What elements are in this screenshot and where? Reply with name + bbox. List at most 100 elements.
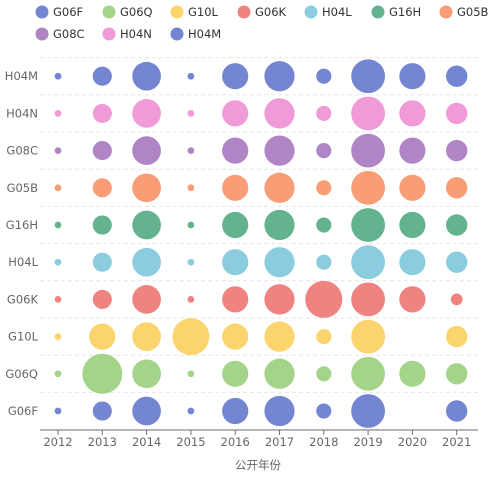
bubble[interactable] xyxy=(132,99,161,128)
bubble[interactable] xyxy=(316,403,332,419)
bubble[interactable] xyxy=(92,289,112,309)
bubble[interactable] xyxy=(187,221,195,229)
bubble[interactable] xyxy=(132,173,161,203)
bubble[interactable] xyxy=(351,394,386,428)
bubble[interactable] xyxy=(187,407,195,415)
bubble[interactable] xyxy=(187,184,195,192)
bubble[interactable] xyxy=(399,360,426,387)
bubble[interactable] xyxy=(222,63,249,90)
bubble[interactable] xyxy=(89,323,116,350)
bubble[interactable] xyxy=(222,397,249,425)
bubble[interactable] xyxy=(264,395,295,427)
bubble[interactable] xyxy=(351,59,386,94)
bubble[interactable] xyxy=(92,252,112,272)
bubble[interactable] xyxy=(54,407,62,415)
bubble[interactable] xyxy=(92,215,112,235)
legend-item[interactable]: G06F xyxy=(35,5,84,19)
bubble[interactable] xyxy=(264,98,295,129)
bubble[interactable] xyxy=(132,396,161,426)
bubble[interactable] xyxy=(187,296,195,303)
bubble[interactable] xyxy=(446,214,468,236)
bubble[interactable] xyxy=(264,209,295,241)
bubble[interactable] xyxy=(92,401,112,421)
bubble[interactable] xyxy=(351,133,386,168)
legend-item[interactable]: H04L xyxy=(304,5,353,19)
legend-item[interactable]: G06Q xyxy=(102,5,153,19)
legend-item[interactable]: G08C xyxy=(35,27,85,41)
bubble[interactable] xyxy=(316,329,332,345)
bubble[interactable] xyxy=(351,245,386,280)
bubble[interactable] xyxy=(351,96,386,131)
bubble[interactable] xyxy=(222,360,249,387)
bubble[interactable] xyxy=(264,247,295,278)
bubble[interactable] xyxy=(187,258,195,266)
bubble[interactable] xyxy=(92,103,112,123)
bubble[interactable] xyxy=(399,137,426,164)
bubble[interactable] xyxy=(132,136,161,165)
bubble[interactable] xyxy=(187,370,195,378)
bubble[interactable] xyxy=(222,174,249,201)
bubble[interactable] xyxy=(264,135,295,166)
bubble[interactable] xyxy=(316,143,332,159)
bubble[interactable] xyxy=(82,353,123,394)
bubble[interactable] xyxy=(54,110,62,117)
bubble[interactable] xyxy=(187,72,195,80)
bubble[interactable] xyxy=(351,282,386,317)
bubble[interactable] xyxy=(351,319,386,354)
bubble[interactable] xyxy=(222,211,249,239)
bubble[interactable] xyxy=(446,400,468,422)
bubble[interactable] xyxy=(316,366,332,382)
bubble[interactable] xyxy=(316,217,332,233)
bubble[interactable] xyxy=(54,221,62,229)
bubble[interactable] xyxy=(132,210,161,240)
bubble[interactable] xyxy=(316,180,332,196)
bubble[interactable] xyxy=(316,68,332,84)
bubble[interactable] xyxy=(54,258,62,266)
bubble[interactable] xyxy=(54,72,62,80)
bubble[interactable] xyxy=(399,174,426,201)
bubble[interactable] xyxy=(446,177,468,199)
bubble[interactable] xyxy=(351,356,386,391)
bubble[interactable] xyxy=(222,286,249,313)
legend-item[interactable]: H04M xyxy=(170,27,222,41)
bubble[interactable] xyxy=(132,285,161,314)
bubble[interactable] xyxy=(446,363,468,385)
bubble[interactable] xyxy=(264,358,295,389)
bubble[interactable] xyxy=(351,208,386,242)
bubble[interactable] xyxy=(399,211,426,239)
bubble[interactable] xyxy=(54,147,62,154)
bubble[interactable] xyxy=(132,322,161,351)
bubble[interactable] xyxy=(222,137,249,164)
bubble[interactable] xyxy=(187,110,195,117)
bubble[interactable] xyxy=(92,178,112,198)
bubble[interactable] xyxy=(399,286,426,313)
bubble[interactable] xyxy=(132,61,161,91)
bubble[interactable] xyxy=(446,139,468,162)
bubble[interactable] xyxy=(54,184,62,192)
bubble[interactable] xyxy=(316,254,332,270)
bubble[interactable] xyxy=(132,359,161,389)
legend-item[interactable]: G16H xyxy=(371,5,422,19)
bubble[interactable] xyxy=(446,325,468,348)
bubble[interactable] xyxy=(132,247,161,277)
bubble[interactable] xyxy=(351,170,386,205)
bubble[interactable] xyxy=(222,323,249,350)
bubble[interactable] xyxy=(399,100,426,127)
bubble[interactable] xyxy=(264,172,295,203)
bubble[interactable] xyxy=(54,370,62,378)
legend-item[interactable]: G06K xyxy=(237,5,287,19)
bubble[interactable] xyxy=(222,249,249,276)
bubble[interactable] xyxy=(446,251,468,273)
bubble[interactable] xyxy=(54,333,62,340)
legend-item[interactable]: H04N xyxy=(102,27,152,41)
legend-item[interactable]: G05B xyxy=(439,5,489,19)
bubble[interactable] xyxy=(264,321,295,352)
bubble[interactable] xyxy=(187,147,195,154)
bubble[interactable] xyxy=(446,65,468,87)
bubble[interactable] xyxy=(305,280,343,318)
bubble[interactable] xyxy=(222,100,249,127)
bubble[interactable] xyxy=(399,249,426,276)
legend-item[interactable]: G10L xyxy=(170,5,219,19)
bubble[interactable] xyxy=(92,66,112,86)
bubble[interactable] xyxy=(446,102,468,125)
